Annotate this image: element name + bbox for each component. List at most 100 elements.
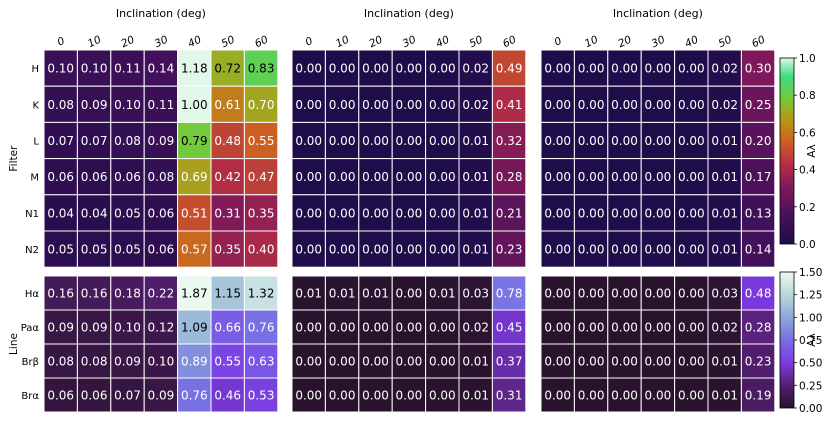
cell-value-label: 0.00 [578, 98, 605, 112]
heatmap-cell [707, 275, 742, 311]
cell-value-label: 0.00 [329, 62, 356, 76]
cell-value-label: 0.00 [329, 98, 356, 112]
x-tick-label: 60 [253, 34, 270, 51]
cell-value-label: 0.00 [611, 287, 638, 301]
cell-value-label: 0.41 [496, 98, 523, 112]
cell-value-label: 0.01 [295, 287, 322, 301]
heatmap-cell [243, 377, 279, 413]
cell-value-label: 0.10 [81, 62, 108, 76]
cell-value-label: 0.32 [496, 134, 523, 148]
cell-value-label: 0.00 [329, 170, 356, 184]
x-axis-label: Inclination (deg) [613, 7, 703, 20]
cell-value-label: 0.07 [81, 134, 108, 148]
heatmap-cell [324, 194, 360, 232]
cell-value-label: 0.01 [711, 206, 738, 220]
heatmap-cell [491, 158, 527, 196]
cell-value-label: 0.00 [578, 287, 605, 301]
cell-value-label: 0.01 [362, 287, 389, 301]
heatmap-cell [674, 158, 709, 196]
x-tick-label: 50 [468, 34, 485, 51]
cell-value-label: 0.76 [248, 321, 275, 335]
cell-value-label: 0.06 [148, 243, 175, 257]
heatmap-cell [43, 194, 78, 232]
cell-value-label: 0.00 [544, 170, 571, 184]
cell-value-label: 0.00 [362, 355, 389, 369]
colorbar-tick-label: 0.4 [799, 165, 816, 177]
x-tick-label: 20 [616, 34, 633, 51]
heatmap-cell [607, 343, 642, 379]
heatmap-cell [243, 85, 279, 123]
cell-value-label: 0.00 [295, 134, 322, 148]
heatmap-cell [243, 121, 279, 160]
cell-value-label: 0.00 [544, 62, 571, 76]
cell-value-label: 0.55 [248, 134, 275, 148]
heatmap-cell [76, 275, 112, 311]
heatmap-cell [358, 377, 393, 413]
cell-value-label: 0.00 [329, 389, 356, 403]
cell-value-label: 0.00 [678, 287, 705, 301]
cell-value-label: 0.00 [645, 170, 672, 184]
cell-value-label: 0.00 [362, 389, 389, 403]
y-tick-label: H [31, 64, 39, 75]
cell-value-label: 0.00 [544, 321, 571, 335]
heatmap-cell [707, 121, 742, 160]
cell-value-label: 0.00 [295, 62, 322, 76]
cell-value-label: 0.01 [711, 389, 738, 403]
heatmap-cell [740, 85, 776, 123]
heatmap-panel-bottom-left: 0.16 0.16 0.18 0.22 1.87 1.15 1.32 0.09 0.09 0.10… [8, 275, 279, 413]
cell-value-label: 0.00 [429, 206, 456, 220]
x-tick-label: 10 [86, 34, 103, 51]
heatmap-cell [640, 230, 676, 268]
x-tick-label: 30 [650, 34, 667, 51]
cell-value-label: 0.17 [745, 170, 772, 184]
heatmap-cell [458, 49, 493, 87]
cell-value-label: 0.00 [396, 134, 423, 148]
cell-value-label: 0.00 [295, 321, 322, 335]
heatmap-cell [425, 343, 460, 379]
cell-value-label: 0.00 [396, 206, 423, 220]
cell-value-label: 0.00 [362, 134, 389, 148]
cell-value-label: 0.00 [645, 98, 672, 112]
cell-value-label: 0.09 [47, 321, 74, 335]
cell-value-label: 0.00 [396, 355, 423, 369]
cell-value-label: 0.51 [181, 206, 208, 220]
heatmap-cell [76, 377, 112, 413]
cell-value-label: 0.10 [114, 98, 141, 112]
x-tick-label: 10 [334, 34, 351, 51]
cell-value-label: 0.40 [248, 243, 275, 257]
cell-value-label: 0.06 [47, 170, 74, 184]
heatmap-cell [110, 194, 145, 232]
cell-value-label: 0.11 [114, 62, 141, 76]
cell-value-label: 0.57 [181, 243, 208, 257]
heatmap-cell [740, 377, 776, 413]
cell-value-label: 0.02 [711, 98, 738, 112]
heatmap-cell [210, 158, 245, 196]
cell-value-label: 0.00 [396, 243, 423, 257]
heatmap-cell [607, 49, 642, 87]
cell-value-label: 0.00 [578, 170, 605, 184]
cell-value-label: 0.00 [329, 355, 356, 369]
heatmap-cell [740, 49, 776, 87]
heatmap-cell [76, 230, 112, 268]
heatmap-cell [425, 121, 460, 160]
heatmap-cell [43, 158, 78, 196]
heatmap-cell [110, 343, 145, 379]
cell-value-label: 0.00 [396, 287, 423, 301]
colorbar-tick-label: 1.0 [799, 53, 816, 65]
x-tick-label: 0 [553, 35, 564, 49]
cell-value-label: 0.00 [429, 355, 456, 369]
cell-value-label: 0.00 [544, 389, 571, 403]
cell-value-label: 0.00 [645, 287, 672, 301]
heatmap-panel-top-middle: 0.00 0.00 0.00 0.00 0.00 0.02 0.49 0.00 0.00 0.00… [291, 7, 527, 268]
cell-value-label: 0.05 [81, 243, 108, 257]
heatmap-cell [740, 230, 776, 268]
cell-value-label: 0.72 [214, 62, 241, 76]
cell-value-label: 0.11 [148, 98, 175, 112]
cell-value-label: 0.23 [496, 243, 523, 257]
cell-value-label: 0.00 [362, 170, 389, 184]
cell-value-label: 0.00 [544, 134, 571, 148]
cell-value-label: 0.00 [578, 62, 605, 76]
y-axis-label: Line [8, 333, 20, 355]
cell-value-label: 0.10 [148, 355, 175, 369]
cell-value-label: 0.02 [711, 62, 738, 76]
